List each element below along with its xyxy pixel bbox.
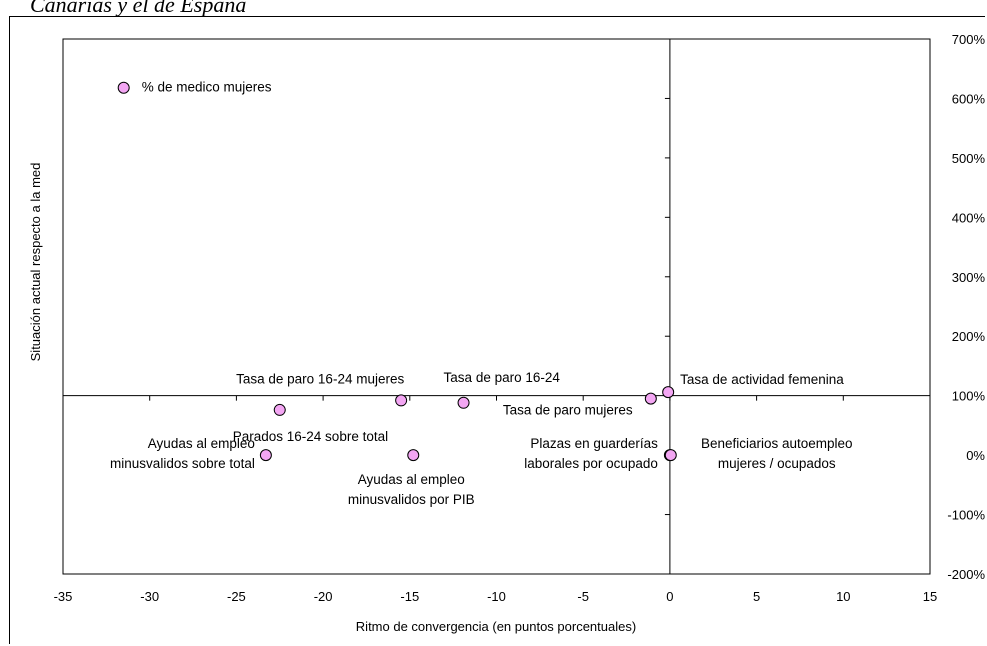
data-point	[664, 449, 677, 462]
data-point-label: Ayudas al empleo minusvalidos por PIB	[348, 472, 475, 507]
page-title-fragment: Canarias y el de España	[30, 0, 247, 17]
y-axis-title: Situación actual respecto a la med	[28, 163, 43, 362]
x-tick-label: -10	[487, 589, 506, 604]
data-point-label: Ayudas al empleo minusvalidos sobre total	[110, 436, 255, 471]
y-tick-label: 0%	[966, 448, 985, 463]
data-point	[644, 392, 657, 405]
x-tick-label: -25	[227, 589, 246, 604]
data-point-label: Tasa de actividad femenina	[680, 372, 844, 387]
data-point-label: Tasa de paro 16-24 mujeres	[236, 371, 404, 386]
x-tick-label: 0	[666, 589, 673, 604]
data-point-label: % de medico mujeres	[142, 80, 272, 95]
x-tick-label: -15	[400, 589, 419, 604]
data-point-label: Beneficiarios autoempleo mujeres / ocupad…	[701, 436, 853, 471]
y-tick-label: 600%	[952, 91, 986, 106]
y-tick-label: -200%	[947, 567, 985, 582]
x-tick-label: 10	[836, 589, 850, 604]
x-tick-label: -20	[314, 589, 333, 604]
y-tick-label: 500%	[952, 151, 986, 166]
y-tick-label: -100%	[947, 508, 985, 523]
x-tick-label: 15	[923, 589, 937, 604]
x-tick-label: -30	[140, 589, 159, 604]
data-point-label: Tasa de paro mujeres	[503, 403, 633, 418]
data-point	[273, 403, 286, 416]
data-point	[259, 449, 272, 462]
y-tick-label: 100%	[952, 389, 986, 404]
x-tick-label: -5	[577, 589, 589, 604]
y-tick-label: 700%	[952, 32, 986, 47]
data-point	[395, 394, 408, 407]
x-axis-title: Ritmo de convergencia (en puntos porcent…	[356, 619, 636, 634]
chart-frame	[9, 16, 985, 644]
x-tick-label: 5	[753, 589, 760, 604]
data-point	[662, 386, 675, 399]
y-tick-label: 200%	[952, 329, 986, 344]
y-tick-label: 300%	[952, 270, 986, 285]
data-point	[117, 81, 130, 94]
data-point-label: Plazas en guarderías laborales por ocupad…	[524, 436, 658, 471]
data-point-label: Tasa de paro 16-24	[444, 370, 561, 385]
data-point	[457, 396, 470, 409]
x-tick-label: -35	[54, 589, 73, 604]
data-point-label: Parados 16-24 sobre total	[233, 429, 388, 444]
plot-area	[62, 38, 931, 575]
data-point	[407, 449, 420, 462]
y-tick-label: 400%	[952, 210, 986, 225]
